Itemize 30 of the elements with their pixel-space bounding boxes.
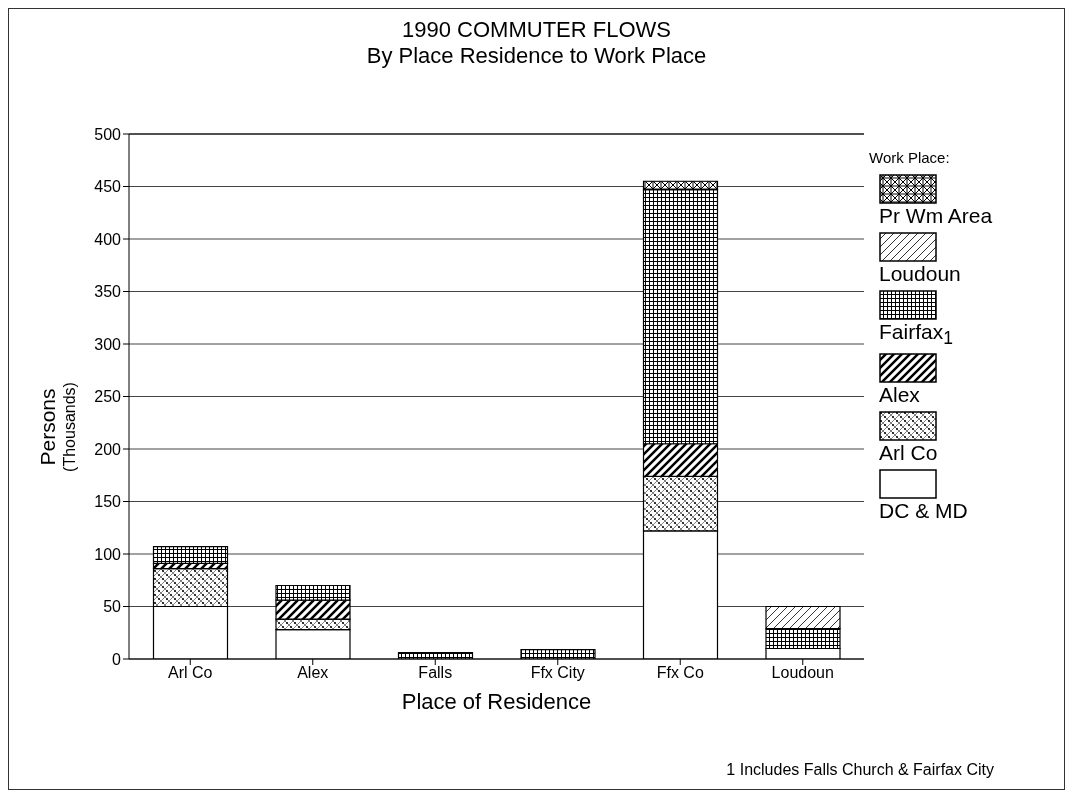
legend-label: Fairfax$_{1}$ [879, 320, 954, 350]
y-tick-label: 200 [94, 440, 122, 458]
x-tick-label: Arl Co [168, 664, 213, 682]
legend-label: DC & MD [879, 499, 969, 524]
bar [152, 546, 229, 565]
x-tick-label: Ffx City [530, 664, 585, 682]
y-tick-label: 50 [103, 598, 122, 616]
x-tick-label: Ffx Co [656, 664, 704, 682]
y-tick-label: 300 [94, 335, 122, 353]
legend-title: Work Place: [869, 149, 951, 166]
x-tick-label: Alex [297, 664, 329, 682]
y-tick-label: 0 [112, 650, 122, 668]
y-tick-label: 450 [94, 178, 122, 196]
y-tick-label: 350 [94, 283, 122, 301]
y-tick-label: 250 [94, 388, 122, 406]
chart-title: 1990 COMMUTER FLOWS [401, 17, 672, 43]
legend-label: Alex [879, 383, 921, 408]
legend-label: Arl Co [879, 441, 939, 466]
y-tick-label: 500 [94, 125, 122, 143]
y-axis-title: Persons (Thousands) [36, 381, 79, 472]
y-tick-label: 400 [94, 230, 122, 248]
x-tick-label: Loudoun [771, 664, 834, 682]
x-tick-label: Falls [418, 664, 453, 682]
y-tick-label: 100 [94, 545, 122, 563]
y-tick-label: 150 [94, 493, 122, 511]
x-axis-title: Place of Residence [401, 689, 592, 714]
text: 1 Includes Falls Church & Fairfax City [726, 761, 994, 779]
legend-label: Loudoun [879, 262, 962, 286]
chart-subtitle: By Place Residence to Work Place [365, 43, 708, 69]
legend-label: Pr Wm Area [879, 204, 994, 228]
